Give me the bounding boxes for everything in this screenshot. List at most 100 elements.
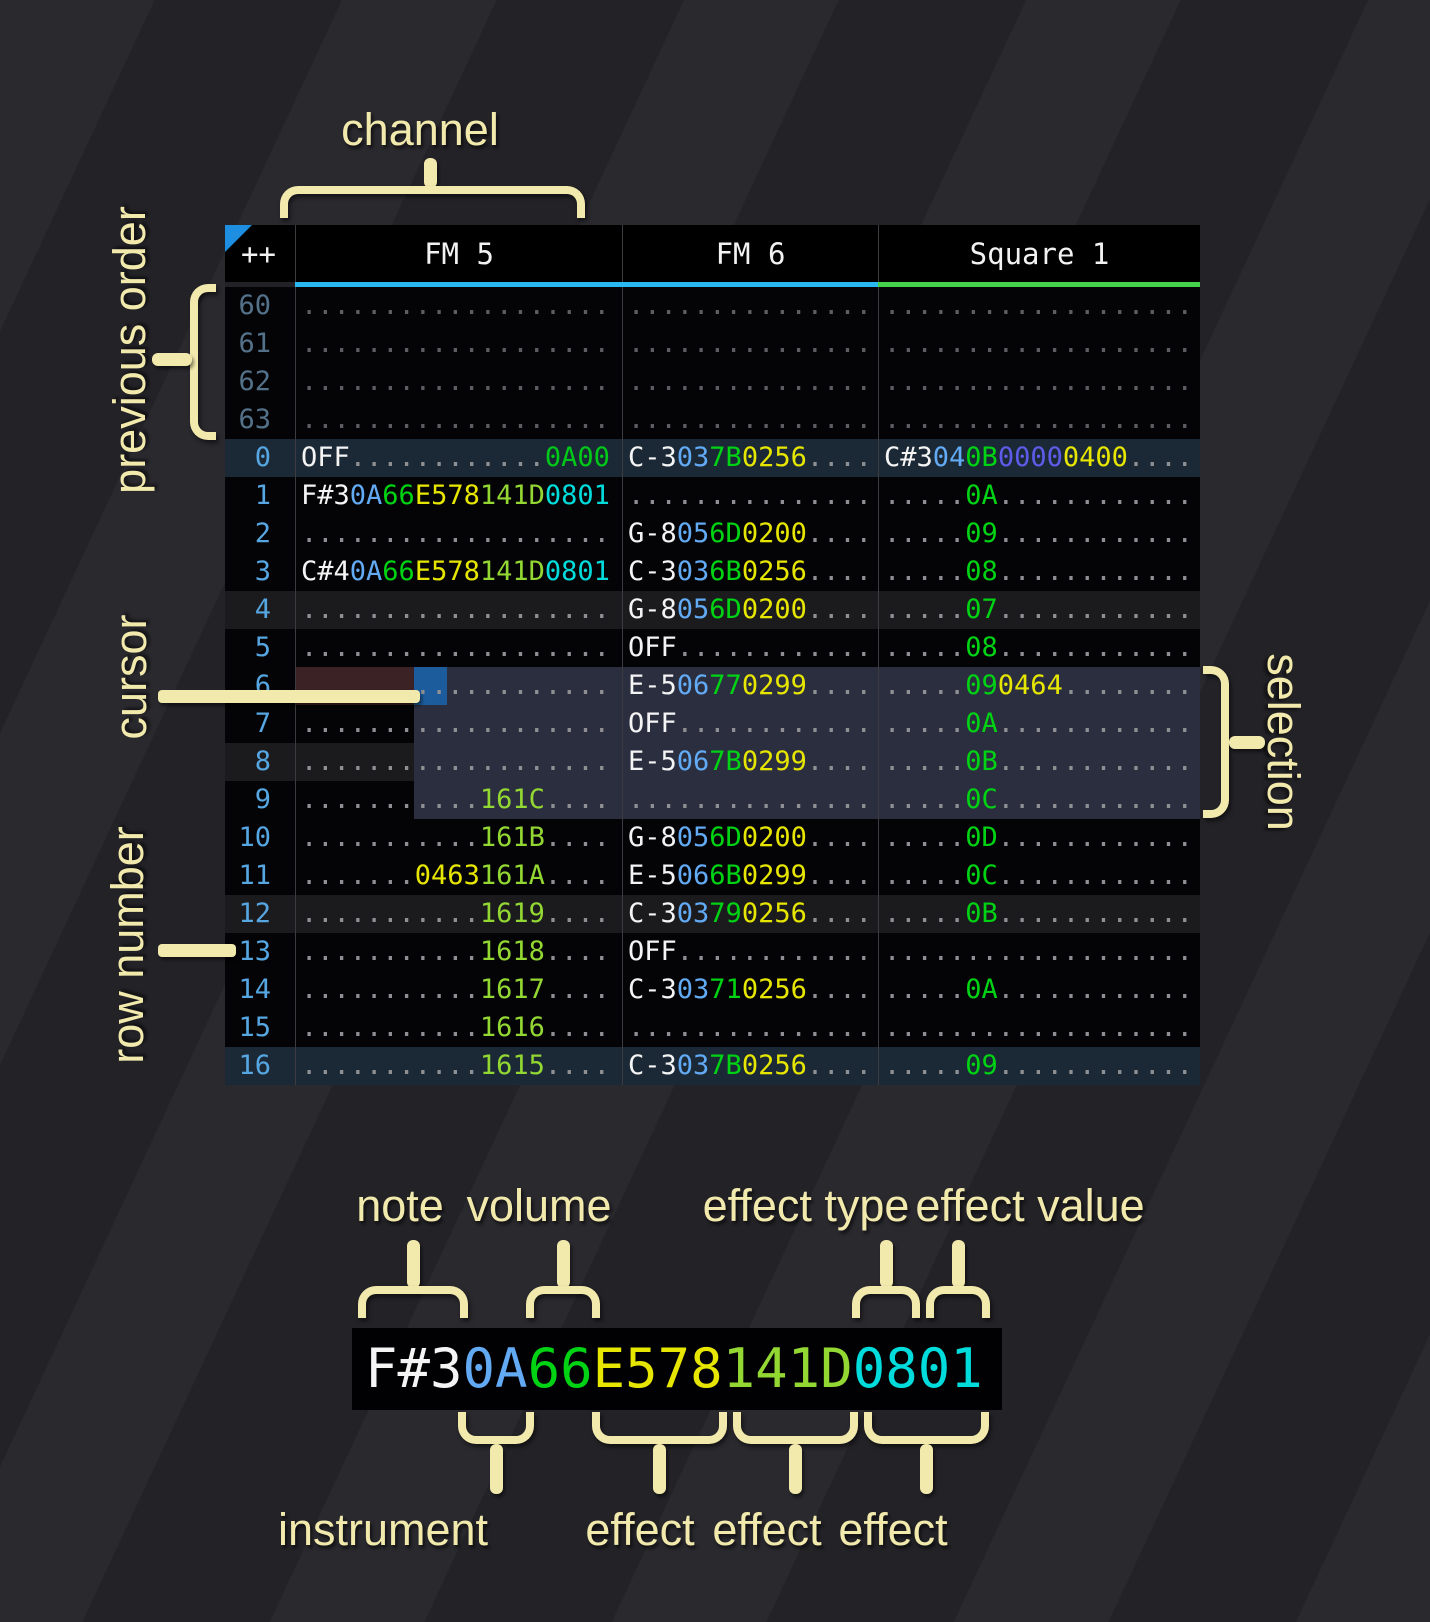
pattern-cell[interactable]: .....09............ — [878, 1047, 1200, 1085]
pattern-cell[interactable]: .....09............ — [878, 515, 1200, 553]
pattern-cell[interactable]: OFF............0A00 — [295, 439, 622, 477]
pattern-cell[interactable]: .....0A............ — [878, 971, 1200, 1009]
pattern-row[interactable]: 1 F#30A66E578141D0801....................… — [225, 477, 1200, 515]
pattern-row[interactable]: 0 OFF............0A00 C-3037B0256.... C#304… — [225, 439, 1200, 477]
pattern-cell[interactable]: ................... — [295, 287, 622, 325]
pattern-cell[interactable]: ............... — [622, 325, 878, 363]
note-annotation-brace — [358, 1286, 468, 1318]
pattern-editor: ++ FM 5 FM 6 Square 1 60................… — [225, 225, 1200, 1085]
pattern-cell[interactable]: ................... — [295, 401, 622, 439]
pattern-cell[interactable]: ...........161B.... — [295, 819, 622, 857]
pattern-cell[interactable]: C-303790256.... — [622, 895, 878, 933]
effect2-annotation-brace — [733, 1412, 858, 1444]
order-corner-cell[interactable]: ++ — [225, 225, 295, 282]
pattern-cell[interactable]: E-506770299.... — [622, 667, 878, 705]
pattern-cell[interactable]: ...........1617.... — [295, 971, 622, 1009]
pattern-cell[interactable]: ...........1618.... — [295, 933, 622, 971]
pattern-cell[interactable]: .....0B............ — [878, 743, 1200, 781]
pattern-cell[interactable]: C-3037B0256.... — [622, 439, 878, 477]
pattern-cell[interactable]: .....0C............ — [878, 781, 1200, 819]
pattern-cell[interactable]: F#30A66E578141D0801 — [295, 477, 622, 515]
effect1-annotation-label: effect — [585, 1504, 695, 1555]
pattern-cell[interactable]: ................... — [295, 629, 622, 667]
pattern-cell[interactable]: ...........1615.... — [295, 1047, 622, 1085]
pattern-row[interactable]: 62......................................… — [225, 363, 1200, 401]
row-number: 13 — [238, 936, 271, 967]
pattern-row[interactable]: 14 ...........1617.... C-303710256........… — [225, 971, 1200, 1009]
effect2-annotation-stem — [789, 1444, 802, 1494]
pattern-cell[interactable]: E-5066B0299.... — [622, 857, 878, 895]
pattern-cell[interactable]: .......0463161A.... — [295, 857, 622, 895]
pattern-cell[interactable]: OFF............ — [622, 933, 878, 971]
pattern-row[interactable]: 7................... OFF.................… — [225, 705, 1200, 743]
pattern-cell[interactable]: C-303710256.... — [622, 971, 878, 1009]
pattern-cell[interactable]: C-3036B0256.... — [622, 553, 878, 591]
pattern-cell[interactable]: ................... — [878, 325, 1200, 363]
channel-header-square1[interactable]: Square 1 — [878, 225, 1200, 282]
pattern-row[interactable]: 63......................................… — [225, 401, 1200, 439]
pattern-cell[interactable]: OFF............ — [622, 629, 878, 667]
previous-order-annotation-stem — [152, 353, 192, 366]
pattern-cell[interactable]: G-8056D0200.... — [622, 591, 878, 629]
channel-bar-square1 — [878, 282, 1200, 287]
pattern-row[interactable]: 2................... G-8056D0200.........… — [225, 515, 1200, 553]
pattern-cell[interactable]: .....0D............ — [878, 819, 1200, 857]
pattern-cell[interactable]: ............... — [622, 363, 878, 401]
channel-name: FM 6 — [715, 236, 786, 271]
pattern-cell[interactable]: ............... — [622, 401, 878, 439]
pattern-cell[interactable]: C#40A66E578141D0801 — [295, 553, 622, 591]
pattern-cell[interactable]: .....08............ — [878, 629, 1200, 667]
pattern-cell[interactable]: ............... — [622, 1009, 878, 1047]
pattern-cell[interactable]: ...........161C.... — [295, 781, 622, 819]
pattern-cell[interactable]: ................... — [878, 287, 1200, 325]
pattern-cell[interactable]: ............... — [622, 287, 878, 325]
pattern-row[interactable]: 10 ...........161B.... G-8056D0200........… — [225, 819, 1200, 857]
pattern-row[interactable]: 8................... E-5067B0299.........… — [225, 743, 1200, 781]
row-number: 1 — [254, 480, 271, 511]
pattern-cell[interactable]: .....08............ — [878, 553, 1200, 591]
pattern-row[interactable]: 12 ...........1619.... C-303790256........… — [225, 895, 1200, 933]
pattern-cell[interactable]: .....0B............ — [878, 895, 1200, 933]
pattern-cell[interactable]: C#3040B00000400.... — [878, 439, 1200, 477]
pattern-cell[interactable]: .....07............ — [878, 591, 1200, 629]
pattern-row[interactable]: 4................... G-8056D0200.........… — [225, 591, 1200, 629]
pattern-cell[interactable]: .....0A............ — [878, 477, 1200, 515]
pattern-cell[interactable]: E-5067B0299.... — [622, 743, 878, 781]
pattern-cell[interactable]: ................... — [295, 363, 622, 401]
pattern-row[interactable]: 11 .......0463161A.... E-5066B0299........… — [225, 857, 1200, 895]
pattern-cell[interactable]: C-3037B0256.... — [622, 1047, 878, 1085]
pattern-cell[interactable]: ................... — [295, 591, 622, 629]
pattern-cell[interactable]: OFF............ — [622, 705, 878, 743]
pattern-cell[interactable]: ................... — [295, 743, 622, 781]
pattern-cell[interactable]: ............... — [622, 477, 878, 515]
pattern-cell[interactable]: ................... — [295, 325, 622, 363]
pattern-cell[interactable]: .....0A............ — [878, 705, 1200, 743]
channel-header-fm5[interactable]: FM 5 — [295, 225, 622, 282]
pattern-cell[interactable]: ................... — [878, 1009, 1200, 1047]
row-number-annotation-label: row number — [102, 826, 153, 1064]
pattern-cell[interactable]: ................... — [878, 363, 1200, 401]
pattern-cell[interactable]: G-8056D0200.... — [622, 819, 878, 857]
effect-type-annotation-stem — [880, 1240, 893, 1288]
pattern-row[interactable]: 9 ...........161C........................… — [225, 781, 1200, 819]
channel-annotation-stem — [424, 158, 437, 188]
pattern-row[interactable]: 60......................................… — [225, 287, 1200, 325]
pattern-cell[interactable]: ...........1619.... — [295, 895, 622, 933]
pattern-row[interactable]: 15 ...........1616.......................… — [225, 1009, 1200, 1047]
row-number: 62 — [238, 366, 271, 397]
channel-header-fm6[interactable]: FM 6 — [622, 225, 878, 282]
pattern-row[interactable]: 5................... OFF.................… — [225, 629, 1200, 667]
pattern-cell[interactable]: .....090464........ — [878, 667, 1200, 705]
pattern-cell[interactable]: ................... — [878, 401, 1200, 439]
pattern-row[interactable]: 13 ...........1618.... OFF................… — [225, 933, 1200, 971]
pattern-cell[interactable]: ................... — [878, 933, 1200, 971]
pattern-cell[interactable]: .....0C............ — [878, 857, 1200, 895]
pattern-cell[interactable]: ................... — [295, 515, 622, 553]
pattern-row[interactable]: 61......................................… — [225, 325, 1200, 363]
pattern-cell[interactable]: ................... — [295, 705, 622, 743]
pattern-row[interactable]: 16 ...........1615.... C-3037B0256........… — [225, 1047, 1200, 1085]
pattern-row[interactable]: 3 C#40A66E578141D0801 C-3036B0256.........… — [225, 553, 1200, 591]
pattern-cell[interactable]: ............... — [622, 781, 878, 819]
pattern-cell[interactable]: ...........1616.... — [295, 1009, 622, 1047]
pattern-cell[interactable]: G-8056D0200.... — [622, 515, 878, 553]
